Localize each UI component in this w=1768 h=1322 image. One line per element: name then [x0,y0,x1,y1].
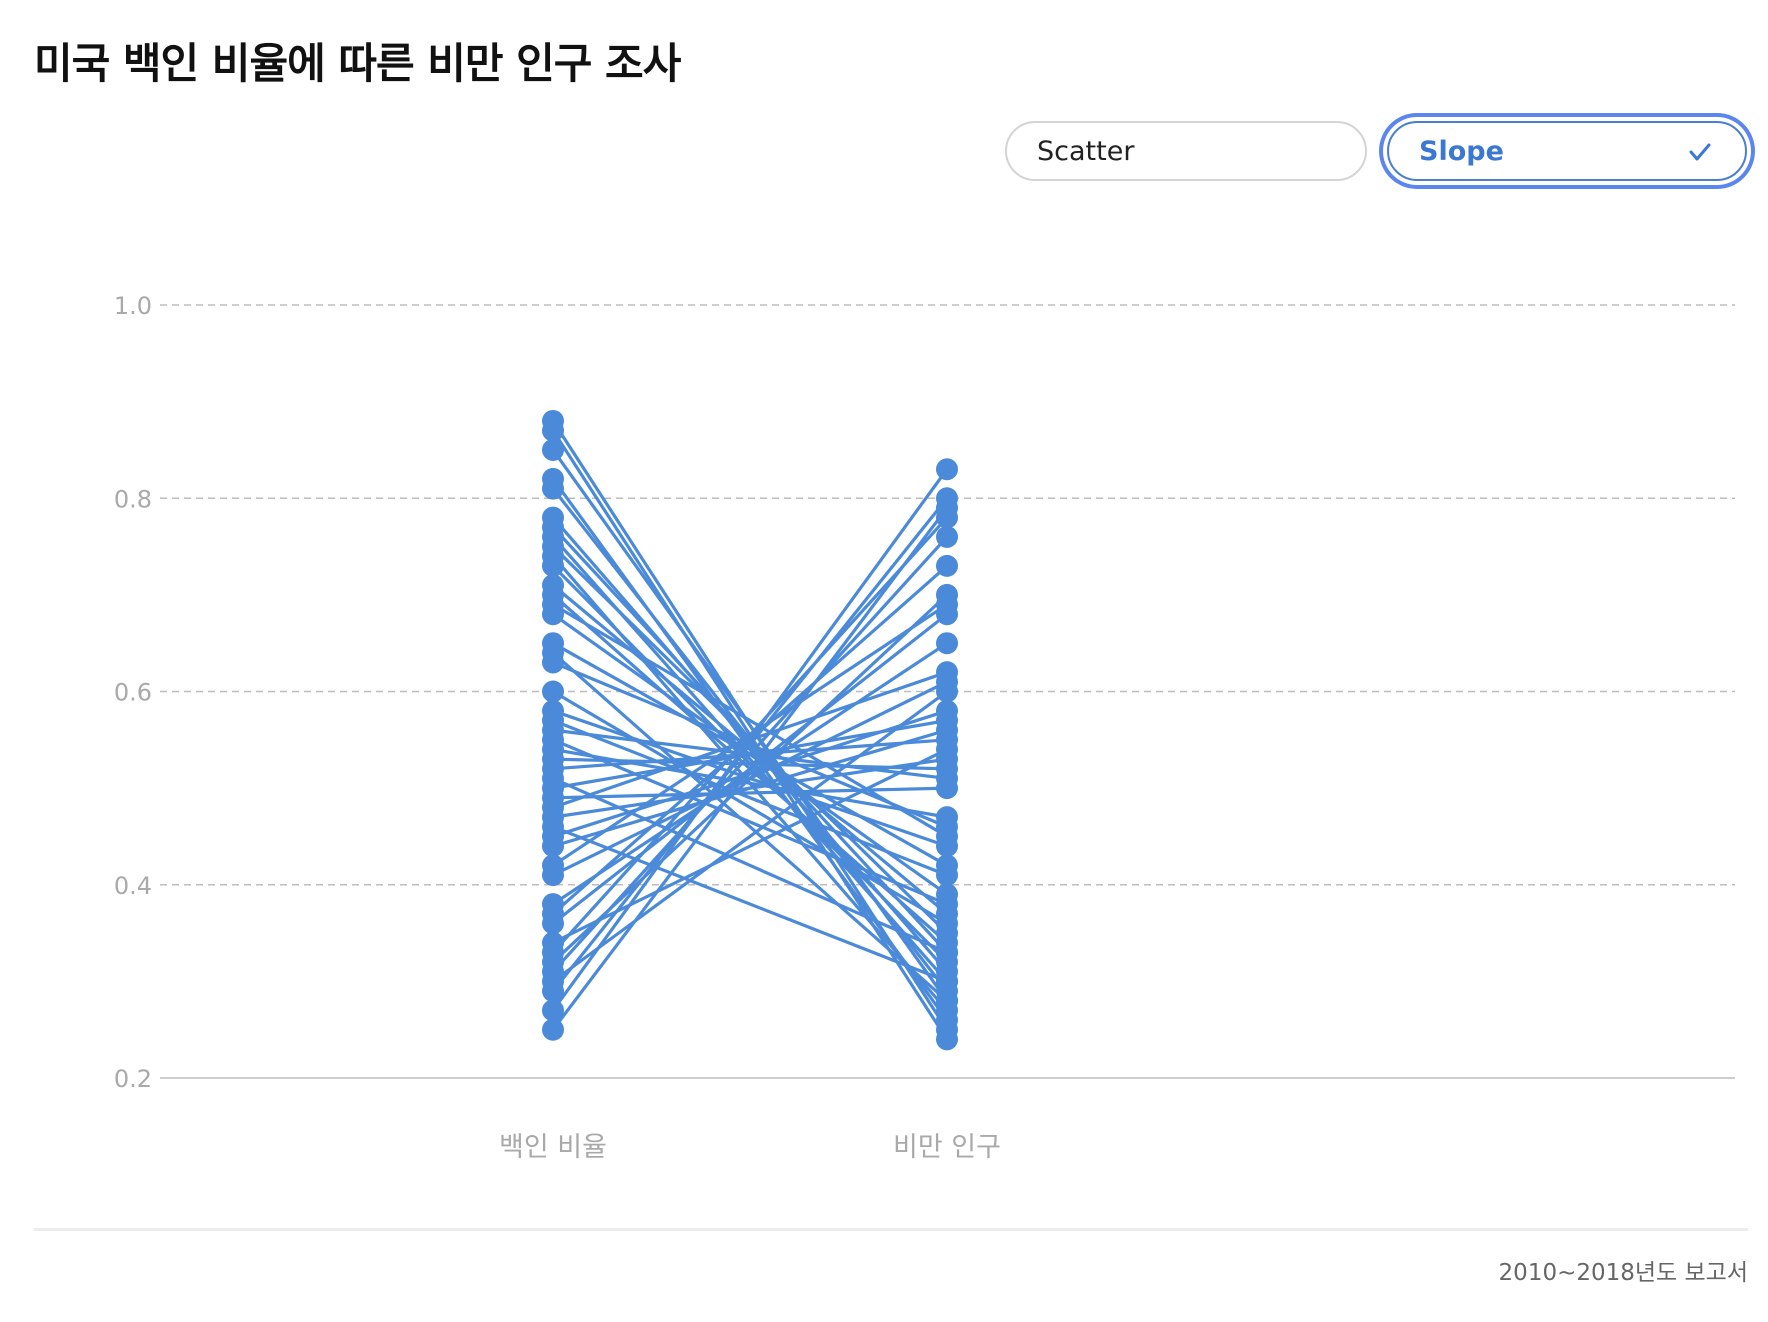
data-point-left [542,999,564,1022]
x-axis-categories: 백인 비율 비만 인구 [499,1132,1001,1163]
footer-divider [34,1228,1748,1231]
data-point-right [936,525,958,548]
slope-line [551,651,949,1002]
data-point-left [542,603,564,626]
data-point-right [936,603,958,626]
slope-line [551,468,949,1012]
slope-line [551,516,949,954]
slope-line [552,641,948,906]
data-point-right [936,496,958,519]
data-point-right [936,680,958,703]
data-point-right [936,738,958,761]
y-tick-label: 0.8 [114,485,152,513]
y-tick-label: 0.4 [114,872,152,900]
data-point-right [936,864,958,887]
slope-line [552,728,948,848]
data-point-right [936,1028,958,1051]
y-axis-ticks: 0.2 0.4 0.6 0.8 1.0 [114,292,152,1093]
slope-line [552,786,948,800]
data-point-right [936,893,958,916]
data-point-left [542,1018,564,1041]
data-point-right [936,777,958,800]
data-point-right [936,699,958,722]
slope-lines [551,420,949,1041]
data-point-right [936,912,958,935]
slope-line [552,825,948,983]
slope-line [551,535,949,973]
x-category-label: 백인 비율 [499,1132,607,1163]
data-point-right [936,989,958,1012]
data-point-left [542,864,564,887]
data-point-right [936,835,958,858]
data-point-right [936,806,958,829]
data-point-right [936,458,958,481]
data-point-right [936,719,958,742]
page-title: 미국 백인 비율에 따른 비만 인구 조사 [34,39,681,88]
data-point-left [542,554,564,577]
grid-layer [160,304,1735,1079]
data-point-left [542,835,564,858]
data-point-left [542,912,564,935]
slope-line [552,690,948,925]
data-point-left [542,438,564,461]
slope-line [551,497,949,993]
slope-line [552,738,948,906]
y-tick-label: 0.2 [114,1065,152,1093]
slope-line [551,506,949,1031]
data-point-left [542,980,564,1003]
check-icon [1689,143,1711,161]
slope-line [552,718,948,877]
footnote: 2010~2018년도 보고서 [1498,1260,1748,1286]
data-point-left [542,419,564,442]
data-point-right [936,632,958,655]
slope-chart: 0.2 0.4 0.6 0.8 1.0 백인 비율 비만 인구 [114,292,1735,1163]
data-point-left [542,477,564,500]
scatter-toggle-button[interactable]: Scatter [1005,121,1367,181]
x-category-label: 비만 인구 [893,1132,1001,1163]
slope-toggle-label: Slope [1419,135,1504,167]
data-point-left [542,651,564,674]
scatter-toggle-label: Scatter [1037,135,1135,167]
y-tick-label: 0.6 [114,679,152,707]
y-tick-label: 1.0 [114,292,152,320]
data-point-right [936,941,958,964]
slope-line [552,690,948,983]
data-point-right [936,583,958,606]
data-point-right [936,970,958,993]
slope-toggle-button[interactable]: Slope [1387,121,1747,181]
slope-points [542,409,958,1051]
data-point-right [936,554,958,577]
data-point-left [542,680,564,703]
slope-line [551,583,949,915]
